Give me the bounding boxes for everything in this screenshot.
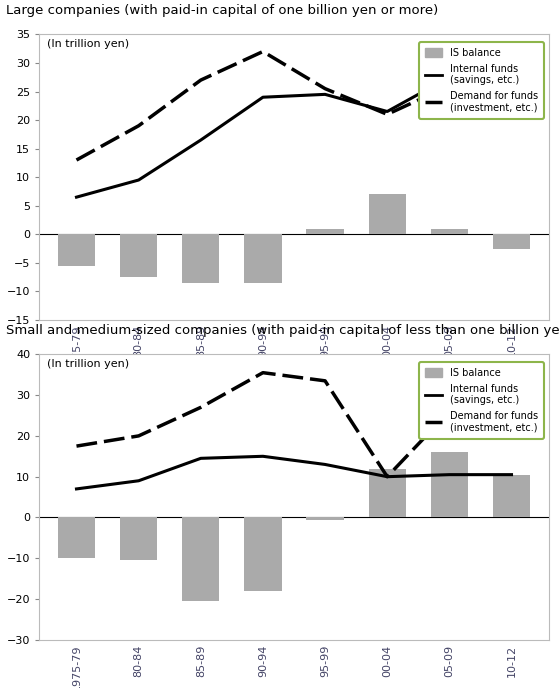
Bar <box>244 517 282 591</box>
Bar <box>306 228 344 234</box>
Bar <box>431 452 468 517</box>
Bar <box>493 234 530 248</box>
Bar <box>306 517 344 519</box>
Bar <box>244 234 282 283</box>
Text: (In trillion yen): (In trillion yen) <box>47 39 129 49</box>
Legend: IS balance, Internal funds
(savings, etc.), Demand for funds
(investment, etc.): IS balance, Internal funds (savings, etc… <box>419 42 544 118</box>
Bar <box>493 475 530 517</box>
Bar <box>182 517 220 601</box>
Bar <box>120 517 157 560</box>
Bar <box>58 517 95 558</box>
Bar <box>120 234 157 277</box>
Bar <box>58 234 95 266</box>
Text: Small and medium-sized companies (with paid-in capital of less than one billion : Small and medium-sized companies (with p… <box>6 324 560 337</box>
Text: (In trillion yen): (In trillion yen) <box>47 358 129 369</box>
Bar <box>368 194 406 234</box>
Bar <box>431 228 468 234</box>
Bar <box>368 469 406 517</box>
Text: Large companies (with paid-in capital of one billion yen or more): Large companies (with paid-in capital of… <box>6 4 438 17</box>
Legend: IS balance, Internal funds
(savings, etc.), Demand for funds
(investment, etc.): IS balance, Internal funds (savings, etc… <box>419 362 544 438</box>
Bar <box>182 234 220 283</box>
